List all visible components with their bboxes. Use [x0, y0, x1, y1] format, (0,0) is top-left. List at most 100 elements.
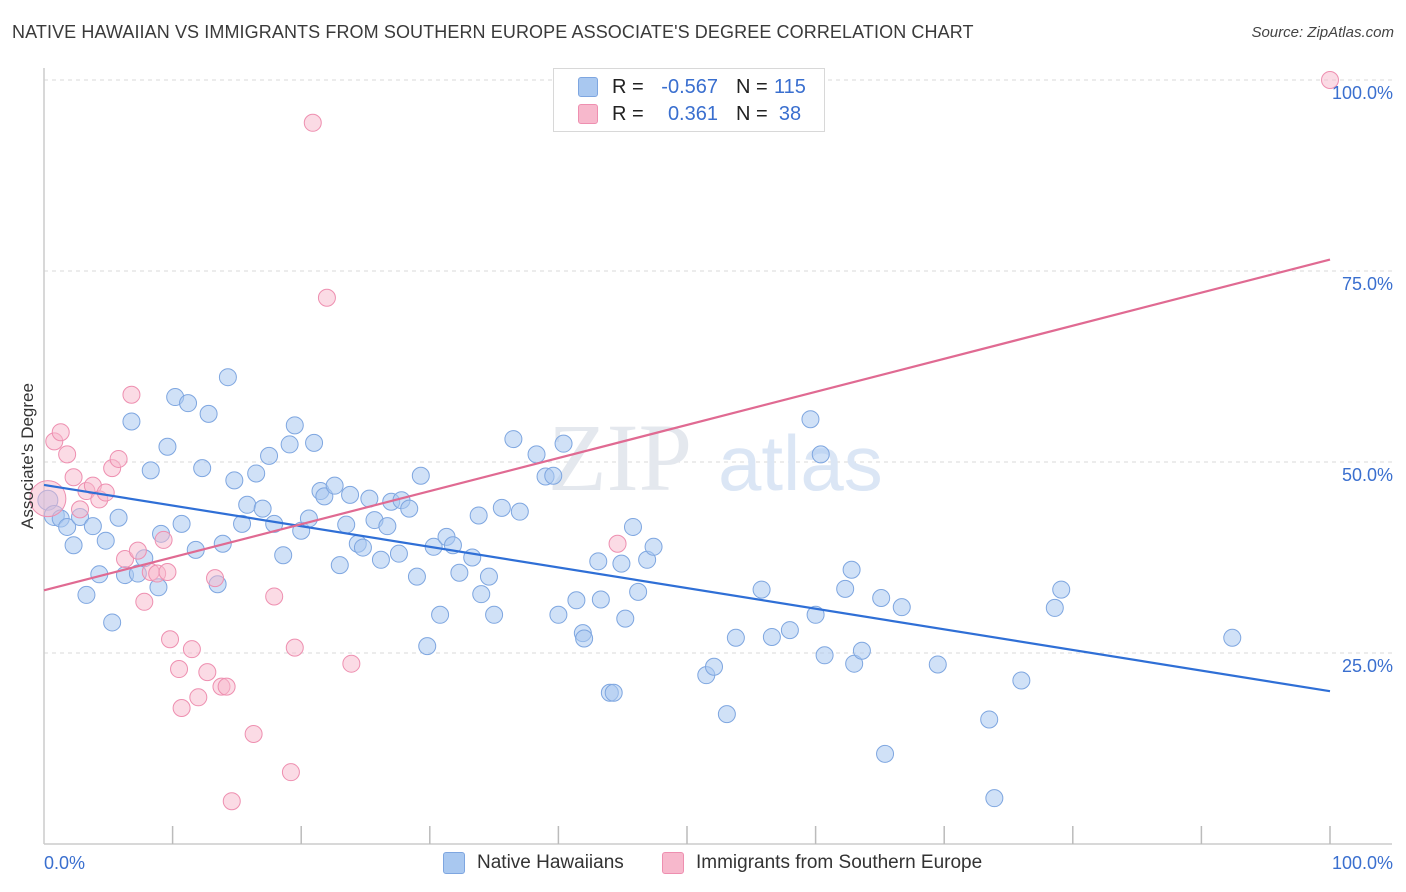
data-point-southern-europe: [128, 541, 147, 560]
data-point-native-hawaiian: [504, 430, 523, 449]
trend-line-native-hawaiians: [43, 483, 1331, 693]
data-point-native-hawaiian: [527, 445, 546, 464]
data-point-native-hawaiian: [705, 657, 724, 676]
legend-n-label: N =: [736, 75, 768, 98]
data-point-native-hawaiian: [122, 412, 141, 431]
axes: [43, 68, 1392, 845]
data-point-native-hawaiian: [726, 628, 745, 647]
data-point-native-hawaiian: [260, 446, 279, 465]
data-point-southern-europe: [96, 483, 115, 502]
legend-r-value: -0.567: [661, 75, 718, 98]
data-point-native-hawaiian: [378, 517, 397, 536]
data-point-native-hawaiian: [629, 582, 648, 601]
data-point-native-hawaiian: [928, 655, 947, 674]
data-point-native-hawaiian: [325, 476, 344, 495]
data-point-native-hawaiian: [274, 546, 293, 565]
data-point-southern-europe: [29, 480, 67, 518]
data-point-southern-europe: [58, 445, 77, 464]
data-point-native-hawaiian: [305, 433, 324, 452]
data-point-native-hawaiian: [83, 517, 102, 536]
data-point-native-hawaiian: [238, 495, 257, 514]
data-point-native-hawaiian: [1012, 671, 1031, 690]
data-point-southern-europe: [342, 654, 361, 673]
data-point-native-hawaiian: [836, 579, 855, 598]
correlation-legend: R = -0.567 N = 115 R = 0.361 N = 38: [553, 68, 825, 132]
data-point-native-hawaiian: [469, 506, 488, 525]
legend-swatch-blue: [443, 852, 465, 874]
data-point-native-hawaiian: [341, 485, 360, 504]
data-point-southern-europe: [172, 699, 191, 718]
data-point-southern-europe: [608, 534, 627, 553]
trend-lines: [43, 258, 1331, 693]
data-point-native-hawaiian: [253, 499, 272, 518]
data-point-native-hawaiian: [980, 710, 999, 729]
data-point-southern-europe: [64, 468, 83, 487]
legend-row-native-hawaiians: R = -0.567 N = 115: [578, 74, 810, 100]
data-point-native-hawaiian: [806, 605, 825, 624]
data-point-southern-europe: [244, 724, 263, 743]
data-point-native-hawaiian: [1223, 628, 1242, 647]
data-point-native-hawaiian: [233, 514, 252, 533]
data-point-southern-europe: [109, 449, 128, 468]
data-point-native-hawaiian: [472, 585, 491, 604]
data-point-native-hawaiian: [801, 410, 820, 429]
data-point-native-hawaiian: [492, 498, 511, 517]
data-point-southern-europe: [189, 688, 208, 707]
data-point-native-hawaiian: [247, 464, 266, 483]
legend-n-label: N =: [736, 102, 768, 125]
grid-lines: [44, 79, 1392, 654]
legend-r-label: R =: [612, 102, 644, 125]
data-point-native-hawaiian: [811, 445, 830, 464]
legend-item-native-hawaiians[interactable]: Native Hawaiians: [443, 852, 624, 874]
data-point-native-hawaiian: [876, 744, 895, 763]
data-point-native-hawaiian: [330, 556, 349, 575]
data-point-native-hawaiian: [58, 517, 77, 536]
data-point-native-hawaiian: [892, 598, 911, 617]
data-point-native-hawaiian: [815, 646, 834, 665]
data-point-native-hawaiian: [353, 538, 372, 557]
data-point-native-hawaiian: [411, 466, 430, 485]
data-point-native-hawaiian: [418, 637, 437, 656]
data-point-native-hawaiian: [172, 514, 191, 533]
data-point-native-hawaiian: [852, 641, 871, 660]
data-point-southern-europe: [51, 423, 70, 442]
data-point-southern-europe: [182, 640, 201, 659]
legend-item-immigrants[interactable]: Immigrants from Southern Europe: [662, 852, 982, 874]
data-point-native-hawaiian: [567, 591, 586, 610]
data-point-native-hawaiian: [371, 550, 390, 569]
legend-swatch-pink: [662, 852, 684, 874]
data-point-southern-europe: [122, 385, 141, 404]
data-point-native-hawaiian: [510, 502, 529, 521]
legend-r-value: 0.361: [667, 102, 718, 125]
data-point-southern-europe: [1321, 71, 1339, 89]
legend-swatch-pink: [578, 104, 598, 124]
data-point-native-hawaiian: [141, 461, 160, 480]
x-tick-label: 0.0%: [44, 853, 85, 873]
watermark-zip: ZIP: [548, 404, 692, 511]
y-tick-label: 25.0%: [1342, 656, 1393, 676]
chart-title: NATIVE HAWAIIAN VS IMMIGRANTS FROM SOUTH…: [12, 22, 974, 42]
data-point-native-hawaiian: [431, 605, 450, 624]
data-point-southern-europe: [154, 530, 173, 549]
data-point-southern-europe: [281, 763, 300, 782]
data-point-native-hawaiian: [780, 621, 799, 640]
data-point-native-hawaiian: [591, 590, 610, 609]
data-point-native-hawaiian: [179, 394, 198, 413]
data-point-native-hawaiian: [1045, 598, 1064, 617]
data-point-southern-europe: [206, 569, 225, 588]
data-point-native-hawaiian: [225, 471, 244, 490]
data-point-native-hawaiian: [199, 404, 218, 423]
legend-r-label: R =: [612, 75, 644, 98]
data-point-native-hawaiian: [589, 552, 608, 571]
data-point-native-hawaiian: [1052, 580, 1071, 599]
legend-label: Native Hawaiians: [477, 852, 624, 873]
data-point-southern-europe: [170, 660, 189, 679]
data-point-native-hawaiian: [544, 466, 563, 485]
data-point-native-hawaiian: [64, 536, 83, 555]
data-point-native-hawaiian: [575, 629, 594, 648]
data-point-southern-europe: [158, 563, 177, 582]
y-tick-label: 75.0%: [1342, 274, 1393, 294]
legend-n-value: 115: [774, 75, 806, 98]
data-point-native-hawaiian: [762, 627, 781, 646]
